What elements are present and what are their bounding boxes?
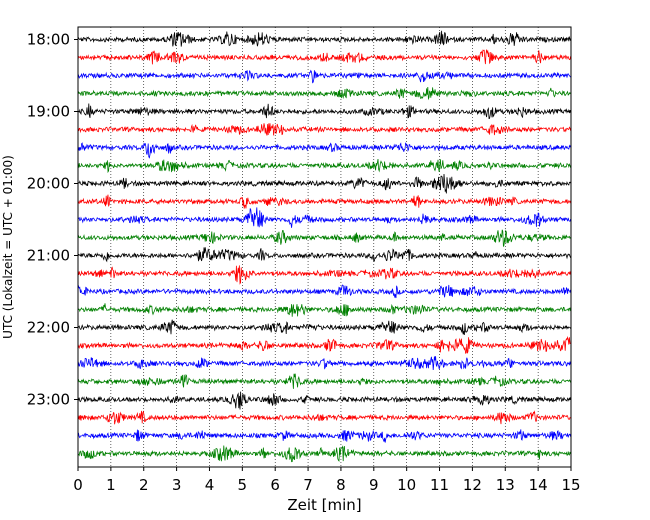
x-tick-label: 9	[369, 476, 379, 494]
trace-2115	[77, 265, 571, 285]
trace-1845	[77, 87, 571, 101]
x-tick-label: 12	[463, 476, 482, 494]
x-tick-label: 13	[496, 476, 515, 494]
trace-2130	[77, 284, 571, 299]
x-tick-label: 8	[336, 476, 346, 494]
y-axis: 18:00 19:00 20:00 21:00 22:00 23:00	[27, 31, 78, 409]
seismic-traces	[77, 30, 571, 463]
x-tick-label: 0	[73, 476, 83, 494]
trace-1800	[77, 30, 571, 47]
x-tick-label: 3	[172, 476, 182, 494]
trace-2100	[77, 247, 571, 263]
trace-2200	[77, 319, 571, 335]
trace-2300	[77, 391, 571, 410]
y-tick-label: 18:00	[27, 31, 70, 49]
trace-2245	[77, 373, 571, 389]
x-tick-label: 6	[270, 476, 280, 494]
trace-1915	[77, 123, 571, 136]
trace-1830	[77, 69, 571, 84]
y-tick-label: 22:00	[27, 319, 70, 337]
trace-2045	[77, 229, 571, 247]
trace-2015	[77, 194, 571, 209]
y-axis-label: UTC (Lokalzeit = UTC + 01:00)	[1, 155, 15, 339]
y-tick-label: 19:00	[27, 103, 70, 121]
y-tick-label: 23:00	[27, 391, 70, 409]
trace-1930	[77, 142, 571, 159]
trace-2345	[77, 445, 571, 463]
x-axis: 0 1 2 3 4 5 6 7 8 9 10 11 12 13 14 15	[73, 467, 581, 494]
x-tick-label: 14	[529, 476, 548, 494]
y-tick-label: 21:00	[27, 247, 70, 265]
x-axis-label: Zeit [min]	[287, 496, 361, 514]
x-tick-label: 10	[397, 476, 416, 494]
trace-2315	[77, 410, 571, 425]
y-tick-label: 20:00	[27, 175, 70, 193]
x-tick-label: 1	[106, 476, 116, 494]
trace-2230	[77, 356, 571, 370]
x-tick-label: 11	[430, 476, 449, 494]
x-tick-label: 15	[561, 476, 580, 494]
plot-frame	[77, 26, 572, 468]
x-tick-label: 2	[139, 476, 149, 494]
trace-1945	[77, 158, 571, 174]
x-tick-label: 7	[303, 476, 313, 494]
trace-2030	[77, 207, 571, 228]
trace-1815	[77, 49, 571, 65]
trace-2330	[77, 429, 571, 443]
trace-1900	[77, 103, 571, 119]
x-tick-label: 4	[205, 476, 215, 494]
trace-2000	[77, 174, 571, 194]
trace-2145	[77, 303, 571, 317]
trace-2215	[77, 335, 571, 354]
vertical-grid	[110, 27, 539, 467]
x-tick-label: 5	[238, 476, 248, 494]
